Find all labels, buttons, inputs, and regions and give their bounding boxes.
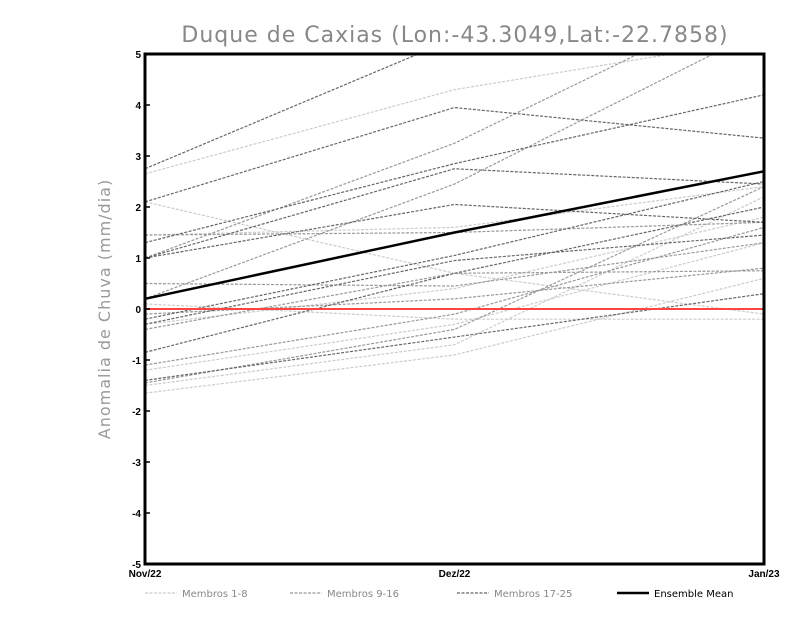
chart-title: Duque de Caxias (Lon:-43.3049,Lat:-22.78… xyxy=(181,23,728,48)
x-tick-label: Jan/23 xyxy=(748,569,780,580)
member-line-25 xyxy=(145,293,764,381)
member-line-3 xyxy=(145,186,764,236)
y-tick-label: 5 xyxy=(135,50,141,61)
member-line-20 xyxy=(145,168,764,259)
member-line-10 xyxy=(145,54,715,300)
member-line-13 xyxy=(145,242,764,287)
member-line-8 xyxy=(145,216,764,325)
legend-label: Membros 9-16 xyxy=(327,589,399,600)
y-axis-label: Anomalia de Chuva (mm/dia) xyxy=(95,179,114,439)
member-line-19 xyxy=(145,94,764,244)
legend-label: Ensemble Mean xyxy=(654,589,733,600)
member-line-7 xyxy=(145,277,764,394)
series-group xyxy=(145,54,764,394)
y-tick-label: 4 xyxy=(135,101,141,112)
member-line-15 xyxy=(145,270,764,330)
y-tick-label: 0 xyxy=(135,305,141,316)
member-line-9 xyxy=(145,54,640,259)
y-tick-label: -2 xyxy=(132,407,141,418)
y-tick-label: -3 xyxy=(132,458,141,469)
member-line-22 xyxy=(145,180,764,320)
member-line-24 xyxy=(145,206,764,353)
member-line-14 xyxy=(145,226,764,366)
legend: Membros 1-8 Membros 9-16 Membros 17-25 Ense… xyxy=(145,589,733,600)
member-line-21 xyxy=(145,203,764,259)
member-line-11 xyxy=(145,221,764,236)
member-line-2 xyxy=(145,201,764,315)
y-tick-label: -5 xyxy=(132,560,141,571)
x-ticks: Nov/22 Dez/22 Jan/23 xyxy=(129,569,780,580)
y-tick-label: 2 xyxy=(135,203,141,214)
member-line-6 xyxy=(145,196,764,387)
y-tick-label: 1 xyxy=(135,254,141,265)
member-line-5 xyxy=(145,242,764,371)
member-line-23 xyxy=(145,234,764,325)
member-line-16 xyxy=(145,186,764,384)
ensemble-mean-line xyxy=(144,170,765,301)
member-line-1 xyxy=(145,54,675,175)
y-tick-label: 3 xyxy=(135,152,141,163)
legend-label: Membros 1-8 xyxy=(182,589,248,600)
y-tick-label: -4 xyxy=(132,509,141,520)
x-tick-label: Dez/22 xyxy=(439,569,471,580)
y-tick-label: -1 xyxy=(132,356,141,367)
legend-label: Membros 17-25 xyxy=(494,589,572,600)
y-ticks: -5 -4 -3 -2 -1 0 1 2 3 4 5 xyxy=(132,50,150,571)
x-tick-label: Nov/22 xyxy=(129,569,162,580)
member-line-18 xyxy=(145,106,764,203)
